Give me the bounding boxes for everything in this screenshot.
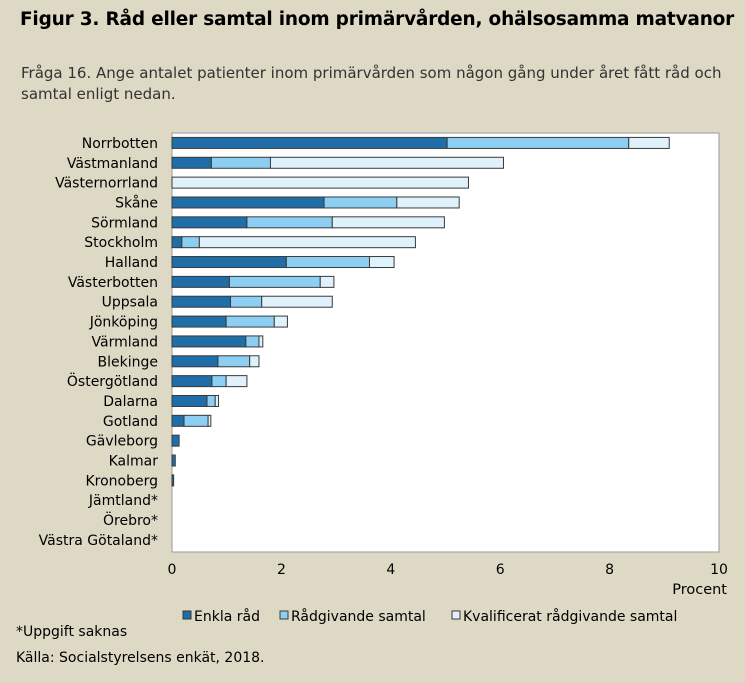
- bar-segment: [230, 295, 263, 308]
- x-tick-label: 4: [386, 562, 395, 578]
- bar-segment: [211, 375, 227, 388]
- bar-segment: [228, 275, 321, 288]
- legend-swatch: [182, 610, 192, 620]
- bar-segment: [171, 216, 248, 229]
- bar-segment: [171, 176, 469, 189]
- category-label: Västernorrland: [55, 176, 158, 192]
- bar-segment: [245, 335, 260, 348]
- bar-segment: [171, 196, 325, 209]
- category-labels: Norrbotten Västmanland Västernorrland Skåne…: [39, 136, 159, 549]
- category-label: Dalarna: [103, 394, 158, 410]
- bar-segment: [171, 375, 213, 388]
- category-label: Kronoberg: [85, 473, 158, 489]
- bar-segment: [285, 256, 370, 269]
- category-label: Skåne: [115, 194, 158, 211]
- category-label: Uppsala: [102, 295, 158, 311]
- bar-segment: [273, 315, 288, 328]
- legend-swatch: [451, 610, 461, 620]
- category-label: Västerbotten: [68, 275, 158, 291]
- bar-segment: [210, 156, 271, 169]
- category-label: Västra Götaland*: [39, 533, 158, 549]
- category-label: Värmland: [92, 334, 158, 350]
- x-tick-label: 8: [605, 562, 614, 578]
- category-label: Kalmar: [109, 454, 159, 470]
- category-label: Sörmland: [91, 215, 158, 231]
- category-label: Stockholm: [84, 235, 158, 251]
- legend-swatch: [279, 610, 289, 620]
- bar-segment: [171, 335, 247, 348]
- bar-segment: [225, 375, 248, 388]
- bar-segment: [171, 454, 176, 467]
- x-axis-ticks: 0 2 4 6 8 10: [168, 562, 728, 578]
- x-tick-label: 6: [496, 562, 505, 578]
- x-axis-label: Procent: [672, 582, 727, 598]
- legend-label: Kvalificerat rådgivande samtal: [463, 608, 677, 625]
- bar-segment: [206, 394, 216, 407]
- bar-segment: [249, 355, 260, 368]
- bar-segment: [171, 136, 448, 149]
- category-label: Halland: [105, 255, 158, 271]
- bar-segment: [183, 414, 209, 427]
- category-label: Jönköping: [89, 315, 158, 331]
- bar-segment: [331, 216, 445, 229]
- category-label: Blekinge: [98, 354, 158, 370]
- legend-label: Enkla råd: [194, 608, 260, 625]
- bar-segment: [171, 434, 180, 447]
- bar-segment: [217, 355, 251, 368]
- bar-segment: [269, 156, 504, 169]
- figure-title: Figur 3. Råd eller samtal inom primärvår…: [20, 9, 735, 30]
- bar-segment: [368, 256, 395, 269]
- figure-subtitle: Fråga 16. Ange antalet patienter inom pr…: [21, 64, 722, 103]
- footnote: *Uppgift saknas: [16, 624, 128, 640]
- category-label: Gävleborg: [86, 434, 158, 450]
- category-label: Gotland: [103, 414, 158, 430]
- x-tick-label: 2: [277, 562, 286, 578]
- x-tick-label: 10: [710, 562, 728, 578]
- bar-segment: [198, 236, 416, 249]
- bar-segment: [171, 275, 230, 288]
- bar-segment: [171, 315, 227, 328]
- bar-segment: [181, 236, 200, 249]
- bar-segment: [225, 315, 275, 328]
- bar-segment: [171, 236, 183, 249]
- bar-segment: [261, 295, 333, 308]
- bar-segment: [171, 256, 287, 269]
- bar-segment: [446, 136, 630, 149]
- bar-segment: [214, 394, 219, 407]
- bar-segment: [258, 335, 264, 348]
- bar-segment: [171, 414, 185, 427]
- bar-segment: [207, 414, 212, 427]
- legend: Enkla råd Rådgivande samtal Kvalificerat r…: [182, 608, 677, 625]
- category-label: Västmanland: [67, 156, 158, 172]
- x-tick-label: 0: [168, 562, 177, 578]
- category-label: Norrbotten: [82, 136, 158, 152]
- source-note: Källa: Socialstyrelsens enkät, 2018.: [16, 650, 265, 666]
- bars-group: [171, 136, 670, 487]
- bar-segment: [171, 394, 208, 407]
- bar-segment: [171, 295, 232, 308]
- bar-segment: [171, 474, 175, 487]
- bar-segment: [171, 156, 212, 169]
- legend-label: Rådgivande samtal: [291, 608, 426, 625]
- bar-segment: [246, 216, 333, 229]
- bar-segment: [628, 136, 670, 149]
- bar-segment: [171, 355, 219, 368]
- category-label: Jämtland*: [88, 493, 158, 509]
- bar-segment: [396, 196, 460, 209]
- bar-segment: [319, 275, 335, 288]
- bar-segment: [323, 196, 398, 209]
- category-label: Örebro*: [103, 511, 158, 529]
- category-label: Östergötland: [67, 372, 158, 390]
